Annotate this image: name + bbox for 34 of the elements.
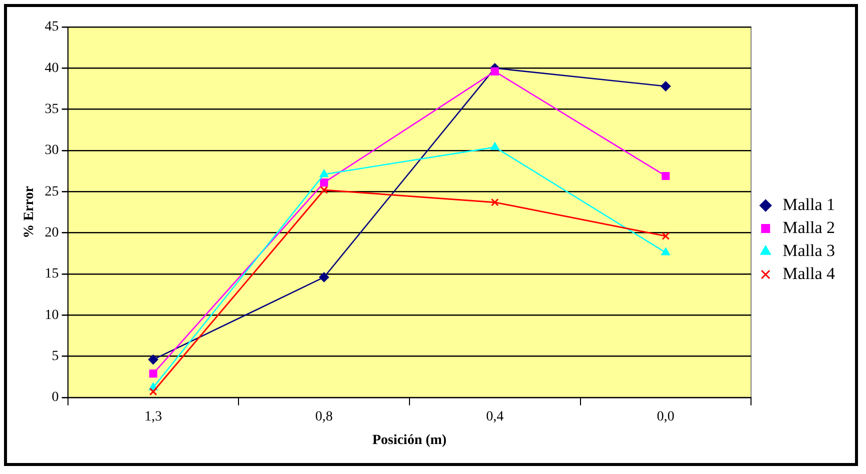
legend-label: Malla 2: [782, 218, 836, 237]
legend-label: Malla 1: [782, 194, 836, 214]
point: [320, 169, 328, 178]
y-tick-label: 5: [52, 348, 59, 364]
x-tick-label: 1,3: [144, 409, 162, 424]
point: [149, 388, 158, 396]
point: [660, 81, 671, 92]
y-tick-label: 35: [44, 102, 59, 117]
y-tick-label: 10: [44, 308, 59, 323]
x-tick-label: 0,0: [656, 409, 674, 424]
y-tick-label: 20: [44, 225, 59, 240]
legend-label: Malla 3: [782, 240, 836, 260]
point: [149, 369, 158, 378]
legend-label: Malla 4: [782, 264, 836, 283]
x-tick-label: 0,8: [315, 409, 333, 424]
point: [319, 272, 330, 282]
x-tick-label: 0,4: [486, 409, 504, 424]
point: [490, 67, 499, 76]
y-tick-label: 40: [44, 60, 59, 76]
y-tick-label: 25: [44, 184, 59, 200]
y-tick-label: 15: [44, 266, 59, 282]
y-axis-title: % Error: [22, 186, 38, 238]
y-tick-label: 30: [44, 143, 59, 158]
point: [148, 354, 158, 365]
y-tick-label: 0: [52, 390, 59, 406]
point: [490, 142, 500, 150]
point: [662, 232, 670, 240]
x-axis-title: Posición (m): [372, 433, 447, 448]
point: [320, 186, 328, 194]
point: [661, 248, 670, 256]
point: [490, 198, 499, 206]
point: [662, 172, 670, 180]
y-tick-label: 45: [44, 20, 59, 35]
point: [320, 178, 328, 187]
